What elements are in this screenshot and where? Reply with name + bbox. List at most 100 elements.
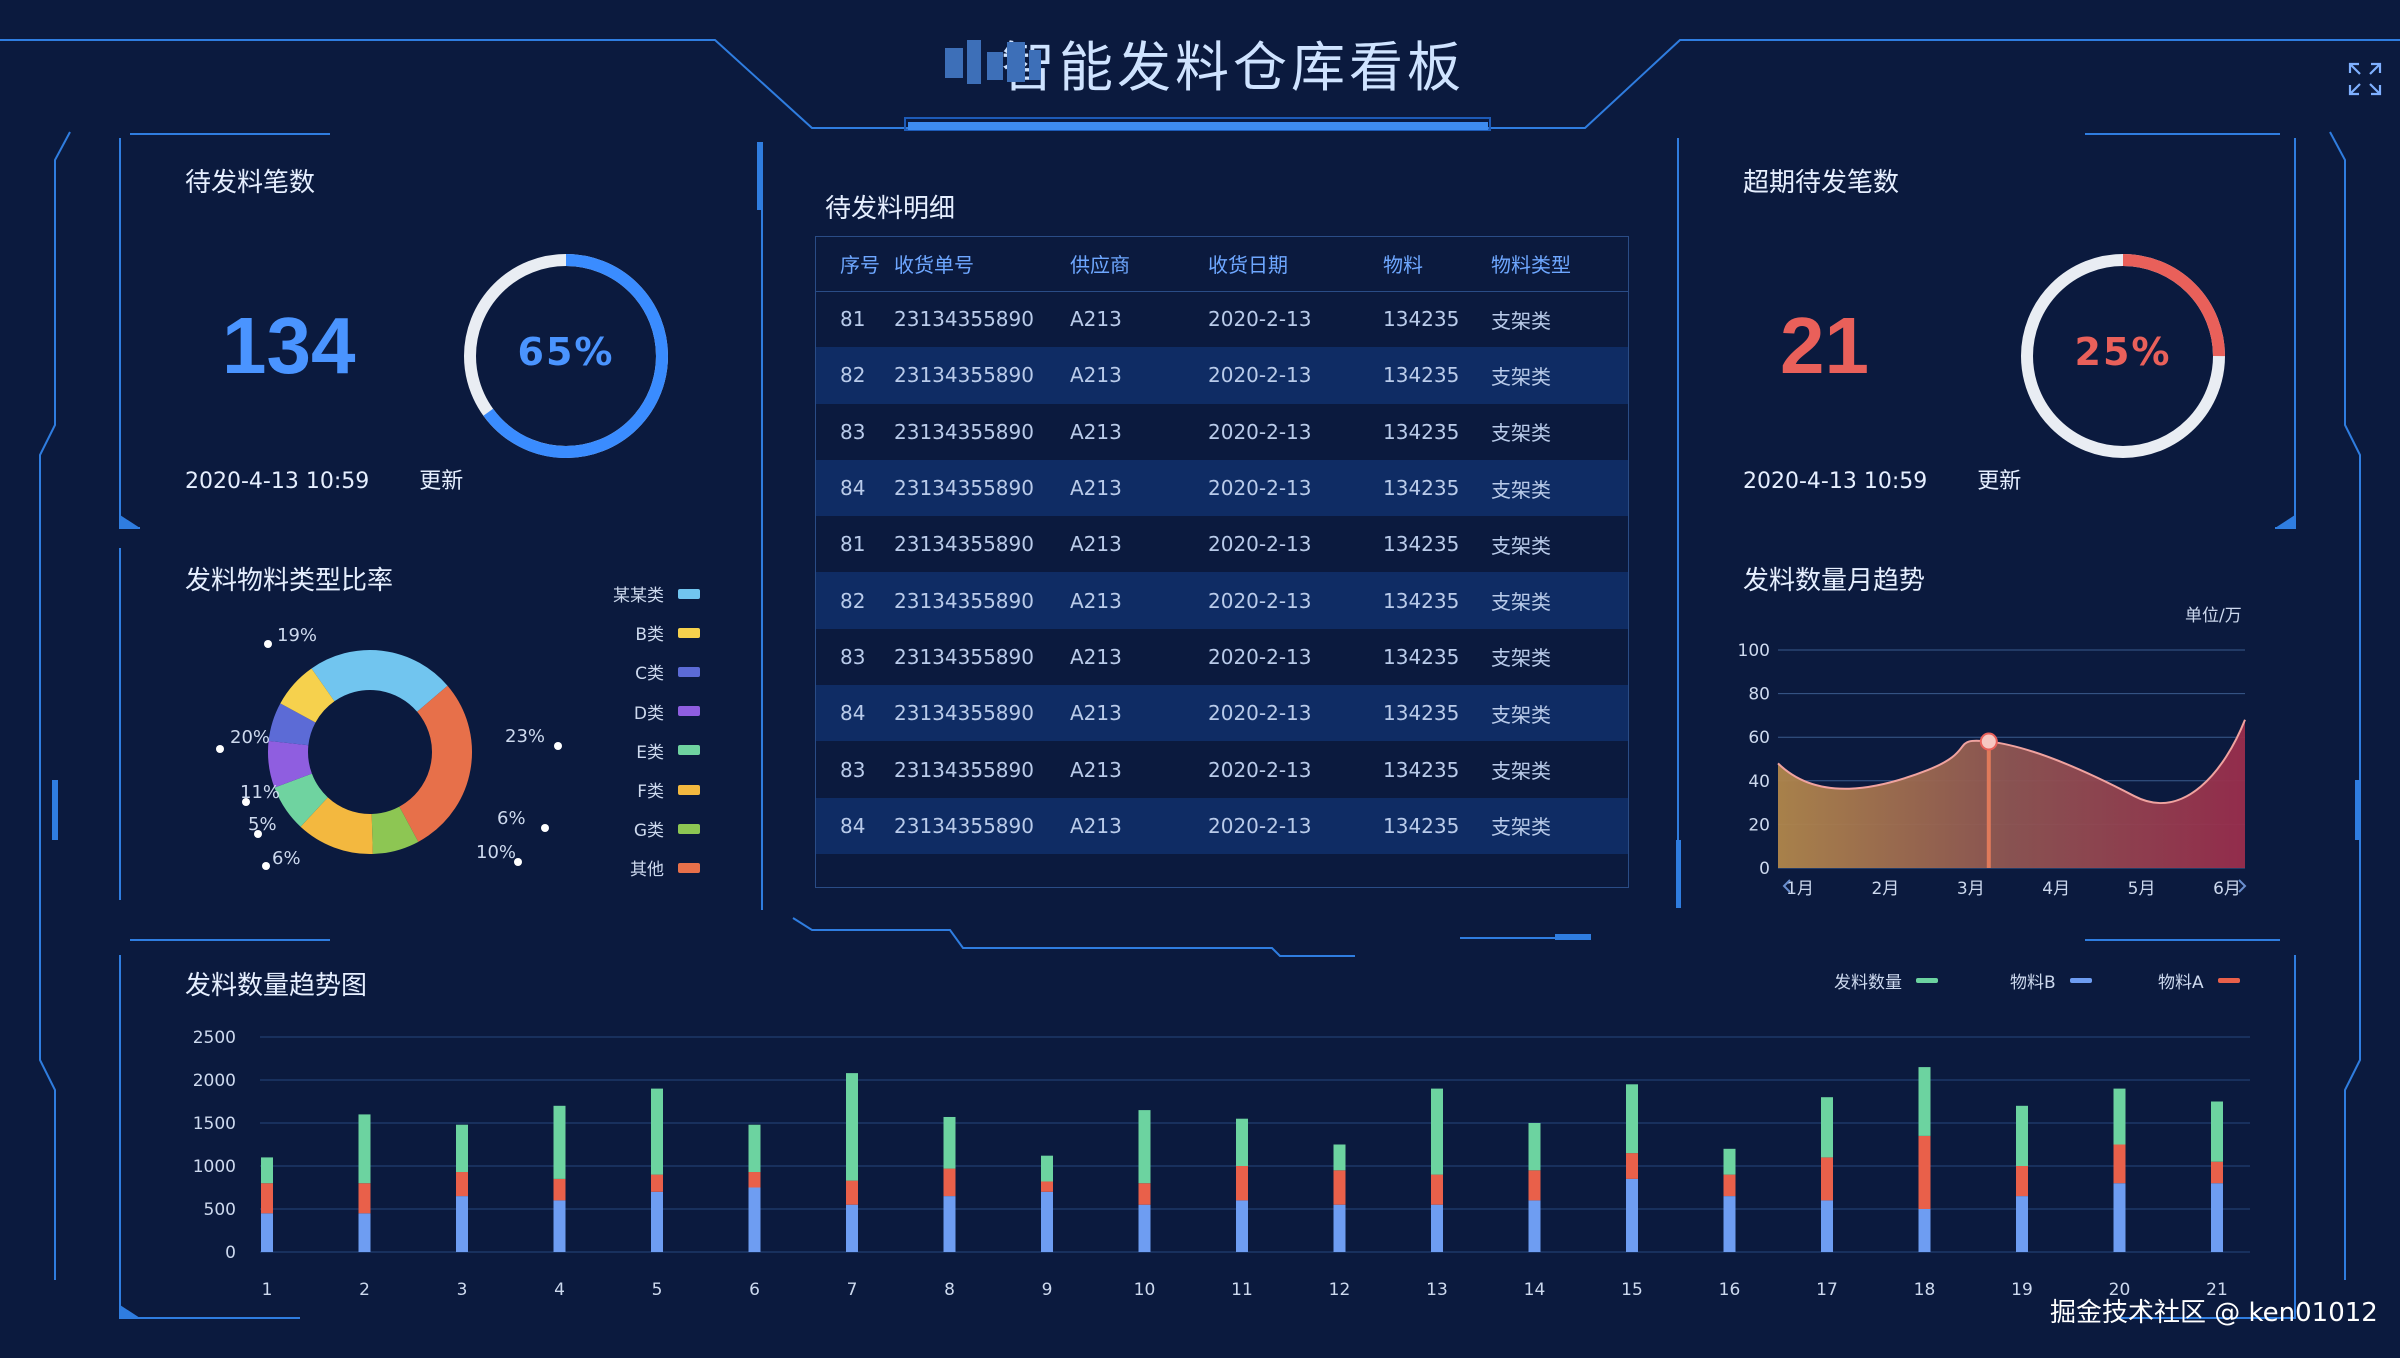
bar-segment[interactable] — [553, 1178, 566, 1201]
col-header[interactable]: 物料类型 — [1491, 237, 1628, 292]
bar-segment[interactable] — [2113, 1088, 2126, 1145]
bar-segment[interactable] — [1041, 1191, 1053, 1252]
bar-segment[interactable] — [2211, 1101, 2223, 1162]
bar-legend-item[interactable]: 发料数量 — [1834, 968, 1938, 993]
area-highlight-point[interactable] — [1979, 732, 1998, 751]
fullscreen-icon[interactable] — [2348, 62, 2382, 96]
pie-legend-item[interactable]: F类 — [600, 777, 700, 802]
col-header[interactable]: 序号 — [816, 237, 894, 292]
bar-segment[interactable] — [2113, 1183, 2126, 1252]
bar-segment[interactable] — [1723, 1148, 1736, 1175]
bar-segment[interactable] — [651, 1191, 663, 1252]
bar-segment[interactable] — [2211, 1183, 2223, 1252]
bar-segment[interactable] — [1528, 1170, 1541, 1201]
pie-legend-item[interactable]: B类 — [600, 620, 700, 645]
bar-segment[interactable] — [1041, 1155, 1053, 1182]
table-row[interactable]: 82 23134355890 A213 2020-2-13 134235 支架类 — [816, 572, 1628, 629]
bar-segment[interactable] — [846, 1204, 858, 1252]
table-row[interactable]: 82 23134355890 A213 2020-2-13 134235 支架类 — [816, 347, 1628, 404]
bar-segment[interactable] — [748, 1172, 761, 1188]
pie-slice[interactable] — [256, 638, 484, 866]
bar-segment[interactable] — [1528, 1200, 1541, 1252]
bar-segment[interactable] — [943, 1168, 956, 1197]
bar-segment[interactable] — [748, 1187, 761, 1253]
pie-legend-item[interactable]: 其他 — [600, 855, 700, 880]
bar-segment[interactable] — [1528, 1123, 1541, 1171]
bar-segment[interactable] — [261, 1213, 273, 1252]
table-row[interactable]: 81 23134355890 A213 2020-2-13 134235 支架类 — [816, 516, 1628, 572]
bar-segment[interactable] — [2016, 1105, 2028, 1166]
bar-segment[interactable] — [1138, 1110, 1151, 1184]
next-arrow-icon[interactable] — [2238, 879, 2247, 893]
bar-segment[interactable] — [553, 1105, 566, 1179]
bar-segment[interactable] — [456, 1196, 468, 1252]
bar-segment[interactable] — [651, 1088, 663, 1175]
table-row[interactable]: 83 23134355890 A213 2020-2-13 134235 支架类 — [816, 629, 1628, 685]
bar-segment[interactable] — [1333, 1204, 1346, 1252]
bar-segment[interactable] — [651, 1174, 663, 1192]
bar-segment[interactable] — [846, 1073, 858, 1181]
bar-legend-item[interactable]: 物料A — [2158, 968, 2240, 993]
bar-segment[interactable] — [1333, 1170, 1346, 1205]
bar-segment[interactable] — [1138, 1204, 1151, 1252]
bar-segment[interactable] — [1821, 1097, 1833, 1158]
prev-arrow-icon[interactable] — [1782, 879, 1791, 893]
bar-segment[interactable] — [456, 1172, 468, 1197]
bar-segment[interactable] — [1333, 1144, 1346, 1171]
bar-segment[interactable] — [553, 1200, 566, 1252]
col-header[interactable]: 供应商 — [1070, 237, 1208, 292]
pie-slice[interactable] — [256, 638, 484, 866]
bar-legend-item[interactable]: 物料B — [2010, 968, 2092, 993]
bar-segment[interactable] — [358, 1213, 371, 1252]
table-row[interactable]: 81 23134355890 A213 2020-2-13 134235 支架类 — [816, 291, 1628, 347]
table-row[interactable]: 84 23134355890 A213 2020-2-13 134235 支架类 — [816, 797, 1628, 854]
overdue-update-label[interactable]: 更新 — [1977, 469, 2022, 494]
pie-legend-item[interactable]: 某某类 — [600, 581, 700, 606]
bar-segment[interactable] — [1723, 1196, 1736, 1252]
bar-segment[interactable] — [358, 1183, 371, 1214]
bar-segment[interactable] — [1236, 1166, 1248, 1201]
pie-legend-item[interactable]: E类 — [600, 738, 700, 763]
bar-segment[interactable] — [261, 1157, 273, 1184]
bar-segment[interactable] — [846, 1180, 858, 1205]
bar-segment[interactable] — [1626, 1084, 1638, 1154]
table-row[interactable]: 84 23134355890 A213 2020-2-13 134235 支架类 — [816, 459, 1628, 517]
bar-segment[interactable] — [1041, 1181, 1053, 1192]
bar-segment[interactable] — [1138, 1183, 1151, 1205]
bar-segment[interactable] — [943, 1116, 956, 1169]
bar-xtick: 21 — [2206, 1280, 2228, 1300]
bar-segment[interactable] — [1918, 1135, 1931, 1209]
col-header[interactable]: 收货单号 — [894, 237, 1070, 292]
bar-segment[interactable] — [1431, 1088, 1443, 1175]
bar-segment[interactable] — [2113, 1144, 2126, 1184]
bar-segment[interactable] — [1821, 1200, 1833, 1252]
bar-segment[interactable] — [261, 1183, 273, 1214]
table-row[interactable]: 83 23134355890 A213 2020-2-13 134235 支架类 — [816, 404, 1628, 460]
bar-segment[interactable] — [1821, 1157, 1833, 1201]
pie-legend-item[interactable]: G类 — [600, 816, 700, 841]
table-row[interactable]: 84 23134355890 A213 2020-2-13 134235 支架类 — [816, 685, 1628, 742]
bar-segment[interactable] — [2016, 1166, 2028, 1197]
bar-segment[interactable] — [2016, 1196, 2028, 1252]
pending-update-label[interactable]: 更新 — [419, 469, 464, 494]
pie-legend-item[interactable]: D类 — [600, 699, 700, 724]
bar-segment[interactable] — [748, 1124, 761, 1173]
col-header[interactable]: 收货日期 — [1208, 237, 1383, 292]
bar-segment[interactable] — [943, 1196, 956, 1252]
pie-slice[interactable] — [256, 638, 484, 866]
bar-segment[interactable] — [1918, 1209, 1931, 1252]
col-header[interactable]: 物料 — [1383, 237, 1491, 292]
bar-segment[interactable] — [1236, 1118, 1248, 1166]
bar-segment[interactable] — [2211, 1161, 2223, 1184]
table-row[interactable]: 83 23134355890 A213 2020-2-13 134235 支架类 — [816, 741, 1628, 797]
bar-segment[interactable] — [1723, 1174, 1736, 1197]
bar-segment[interactable] — [1918, 1067, 1931, 1136]
bar-segment[interactable] — [1431, 1174, 1443, 1205]
bar-segment[interactable] — [358, 1114, 371, 1184]
bar-segment[interactable] — [1431, 1204, 1443, 1252]
bar-segment[interactable] — [1626, 1178, 1638, 1252]
pie-legend-item[interactable]: C类 — [600, 659, 700, 684]
bar-segment[interactable] — [456, 1124, 468, 1173]
bar-segment[interactable] — [1626, 1153, 1638, 1179]
bar-segment[interactable] — [1236, 1200, 1248, 1252]
